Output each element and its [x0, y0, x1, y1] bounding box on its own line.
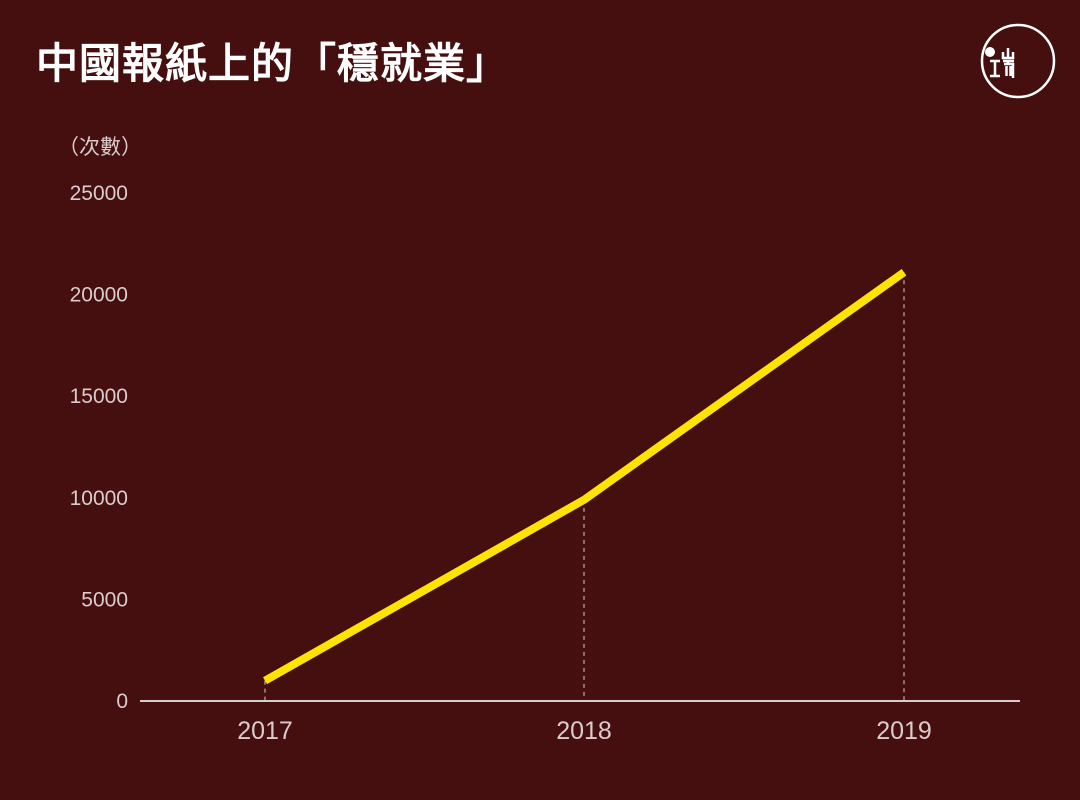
- y-tick-label: 0: [116, 690, 128, 713]
- y-axis-ticks: 25000 20000 15000 10000 5000 0: [70, 182, 128, 713]
- y-tick-label: 15000: [70, 385, 128, 408]
- y-tick-label: 20000: [70, 284, 128, 307]
- x-tick-label: 2017: [237, 717, 293, 745]
- chart-title: 中國報紙上的「穩就業」: [36, 39, 510, 88]
- y-axis-unit-label: （次數）: [58, 135, 142, 159]
- y-tick-label: 25000: [70, 182, 128, 205]
- x-axis-ticks: 2017 2018 2019: [237, 717, 932, 745]
- initium-logo-icon: [980, 23, 1056, 99]
- x-tick-label: 2018: [556, 717, 612, 745]
- y-tick-label: 10000: [70, 487, 128, 510]
- series-line: [263, 268, 907, 685]
- dashed-drop-lines: [264, 272, 905, 701]
- y-tick-label: 5000: [81, 588, 128, 611]
- x-tick-label: 2019: [876, 717, 932, 745]
